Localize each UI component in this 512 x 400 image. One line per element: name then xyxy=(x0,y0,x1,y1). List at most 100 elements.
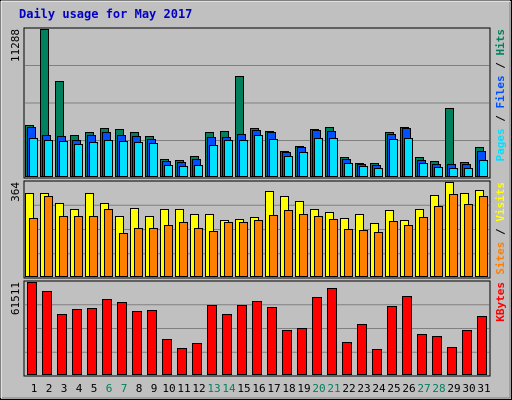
bar-pages-day-31 xyxy=(479,160,488,177)
bar-sites-day-3 xyxy=(59,216,68,277)
bar-kbytes-day-10 xyxy=(162,339,172,375)
hits-panel-ymax-label: 11288 xyxy=(9,29,22,62)
bar-kbytes-day-27 xyxy=(417,334,427,375)
x-tick-label-day-21: 21 xyxy=(327,382,340,395)
x-tick-label-day-6: 6 xyxy=(106,382,113,395)
legend-entry: / xyxy=(494,109,507,129)
bar-kbytes-day-19 xyxy=(297,328,307,375)
bar-kbytes-day-28 xyxy=(432,336,442,375)
bar-sites-day-28 xyxy=(434,206,443,277)
bar-sites-day-17 xyxy=(269,215,278,277)
bar-pages-day-11 xyxy=(179,166,188,177)
bar-pages-day-19 xyxy=(299,152,308,177)
bar-sites-day-12 xyxy=(194,228,203,277)
x-tick-label-day-1: 1 xyxy=(31,382,38,395)
bar-kbytes-day-7 xyxy=(117,302,127,375)
x-axis-day-labels: 1 2 3 4 5 6 7 8 9 10 11 12 13 14 15 16 17 18 19 20 21 22 23 24 2… xyxy=(31,382,491,395)
bar-pages-day-3 xyxy=(59,141,68,177)
bar-sites-day-4 xyxy=(74,216,83,277)
bar-pages-day-22 xyxy=(344,163,353,177)
x-tick-label-day-4: 4 xyxy=(76,382,83,395)
bar-kbytes-day-3 xyxy=(57,314,67,375)
bar-kbytes-day-17 xyxy=(267,307,277,375)
x-tick-label-day-19: 19 xyxy=(297,382,310,395)
bar-kbytes-day-26 xyxy=(402,296,412,375)
bar-sites-day-30 xyxy=(464,204,473,277)
bar-pages-day-23 xyxy=(359,166,368,177)
bar-pages-day-26 xyxy=(404,138,413,177)
bar-pages-day-28 xyxy=(434,167,443,177)
bar-kbytes-day-2 xyxy=(42,291,52,375)
x-tick-label-day-10: 10 xyxy=(162,382,175,395)
bar-pages-day-9 xyxy=(149,143,158,177)
bar-pages-day-17 xyxy=(269,139,278,177)
bar-pages-day-5 xyxy=(89,142,98,177)
x-tick-label-day-18: 18 xyxy=(282,382,295,395)
x-tick-label-day-11: 11 xyxy=(177,382,190,395)
bar-pages-day-14 xyxy=(224,140,233,177)
bar-kbytes-day-9 xyxy=(147,310,157,375)
bar-pages-day-8 xyxy=(134,142,143,177)
bar-sites-day-18 xyxy=(284,210,293,277)
bar-pages-day-21 xyxy=(329,138,338,177)
legend-entry: Hits xyxy=(494,29,507,56)
x-tick-label-day-14: 14 xyxy=(222,382,236,395)
hits-panel: 11288 Pages / Files / Hits xyxy=(9,27,507,179)
x-tick-label-day-5: 5 xyxy=(91,382,98,395)
bar-kbytes-day-25 xyxy=(387,306,397,375)
kbytes-panel: 61511 KBytes xyxy=(9,280,507,377)
x-tick-label-day-2: 2 xyxy=(46,382,53,395)
bar-sites-day-23 xyxy=(359,230,368,277)
bar-pages-day-25 xyxy=(389,139,398,177)
bar-kbytes-day-30 xyxy=(462,330,472,375)
bar-pages-day-24 xyxy=(374,168,383,177)
x-tick-label-day-7: 7 xyxy=(121,382,128,395)
bar-pages-day-30 xyxy=(464,168,473,177)
x-tick-label-day-29: 29 xyxy=(447,382,460,395)
bar-kbytes-day-15 xyxy=(237,305,247,375)
chart-title: Daily usage for May 2017 xyxy=(19,7,192,21)
legend-entry: Sites xyxy=(494,242,507,275)
kbytes-panel-legend: KBytes xyxy=(494,282,507,322)
bar-sites-day-11 xyxy=(179,222,188,277)
bar-kbytes-day-21 xyxy=(327,288,337,375)
bar-pages-day-1 xyxy=(29,138,38,177)
bar-kbytes-day-22 xyxy=(342,342,352,375)
bar-sites-day-27 xyxy=(419,217,428,277)
bar-sites-day-20 xyxy=(314,216,323,277)
x-tick-label-day-9: 9 xyxy=(151,382,158,395)
bar-pages-day-2 xyxy=(44,140,53,177)
bar-sites-day-14 xyxy=(224,222,233,277)
bar-sites-day-7 xyxy=(119,233,128,277)
visits-panel: 364 Sites / Visits xyxy=(9,180,507,279)
bar-pages-day-6 xyxy=(104,140,113,177)
bar-kbytes-day-20 xyxy=(312,297,322,375)
legend-entry: Pages xyxy=(494,128,507,161)
bar-kbytes-day-5 xyxy=(87,308,97,375)
bar-sites-day-25 xyxy=(389,221,398,277)
x-tick-label-day-28: 28 xyxy=(432,382,445,395)
bar-pages-day-20 xyxy=(314,138,323,177)
bar-pages-day-27 xyxy=(419,163,428,177)
bar-pages-day-13 xyxy=(209,145,218,177)
x-tick-label-day-22: 22 xyxy=(342,382,355,395)
bar-sites-day-19 xyxy=(299,214,308,277)
bar-kbytes-day-29 xyxy=(447,347,457,375)
bar-sites-day-5 xyxy=(89,216,98,277)
bar-kbytes-day-1 xyxy=(27,282,37,375)
bar-pages-day-29 xyxy=(449,168,458,177)
x-tick-label-day-27: 27 xyxy=(417,382,430,395)
x-tick-label-day-17: 17 xyxy=(267,382,280,395)
bar-pages-day-15 xyxy=(239,140,248,177)
bar-sites-day-10 xyxy=(164,225,173,277)
x-tick-label-day-8: 8 xyxy=(136,382,143,395)
hits-panel-legend: Pages / Files / Hits xyxy=(494,29,507,162)
x-tick-label-day-30: 30 xyxy=(462,382,475,395)
bar-sites-day-2 xyxy=(44,196,53,277)
bar-pages-day-16 xyxy=(254,135,263,177)
bar-sites-day-24 xyxy=(374,232,383,277)
bar-sites-day-29 xyxy=(449,194,458,277)
x-tick-label-day-20: 20 xyxy=(312,382,325,395)
bar-kbytes-day-4 xyxy=(72,309,82,375)
